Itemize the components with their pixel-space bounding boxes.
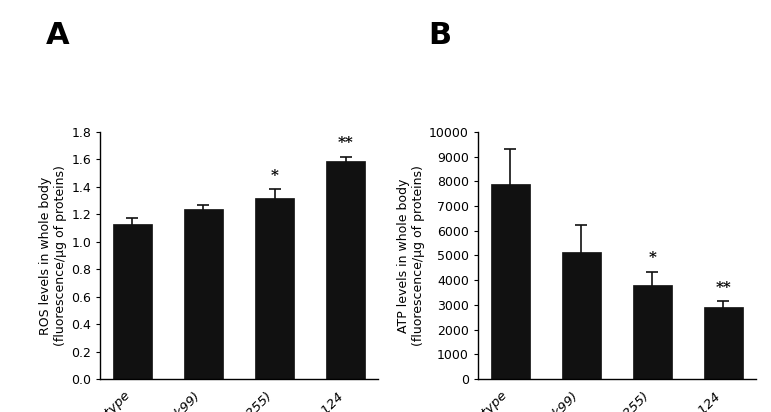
Bar: [633, 285, 672, 379]
Bar: [184, 209, 223, 379]
Bar: [562, 252, 601, 379]
Bar: [704, 307, 743, 379]
Text: **: **: [338, 136, 353, 150]
Bar: [326, 161, 365, 379]
Bar: [255, 198, 294, 379]
Text: **: **: [715, 281, 731, 295]
Y-axis label: ATP levels in whole body
(fluorescence/μg of proteins): ATP levels in whole body (fluorescence/μ…: [397, 165, 425, 346]
Bar: [490, 184, 530, 379]
Y-axis label: ROS levels in whole body
(fluorescence/μg of proteins): ROS levels in whole body (fluorescence/μ…: [39, 165, 67, 346]
Text: *: *: [271, 169, 278, 183]
Text: B: B: [428, 21, 451, 49]
Bar: [113, 224, 152, 379]
Text: A: A: [46, 21, 70, 49]
Text: *: *: [648, 251, 656, 265]
